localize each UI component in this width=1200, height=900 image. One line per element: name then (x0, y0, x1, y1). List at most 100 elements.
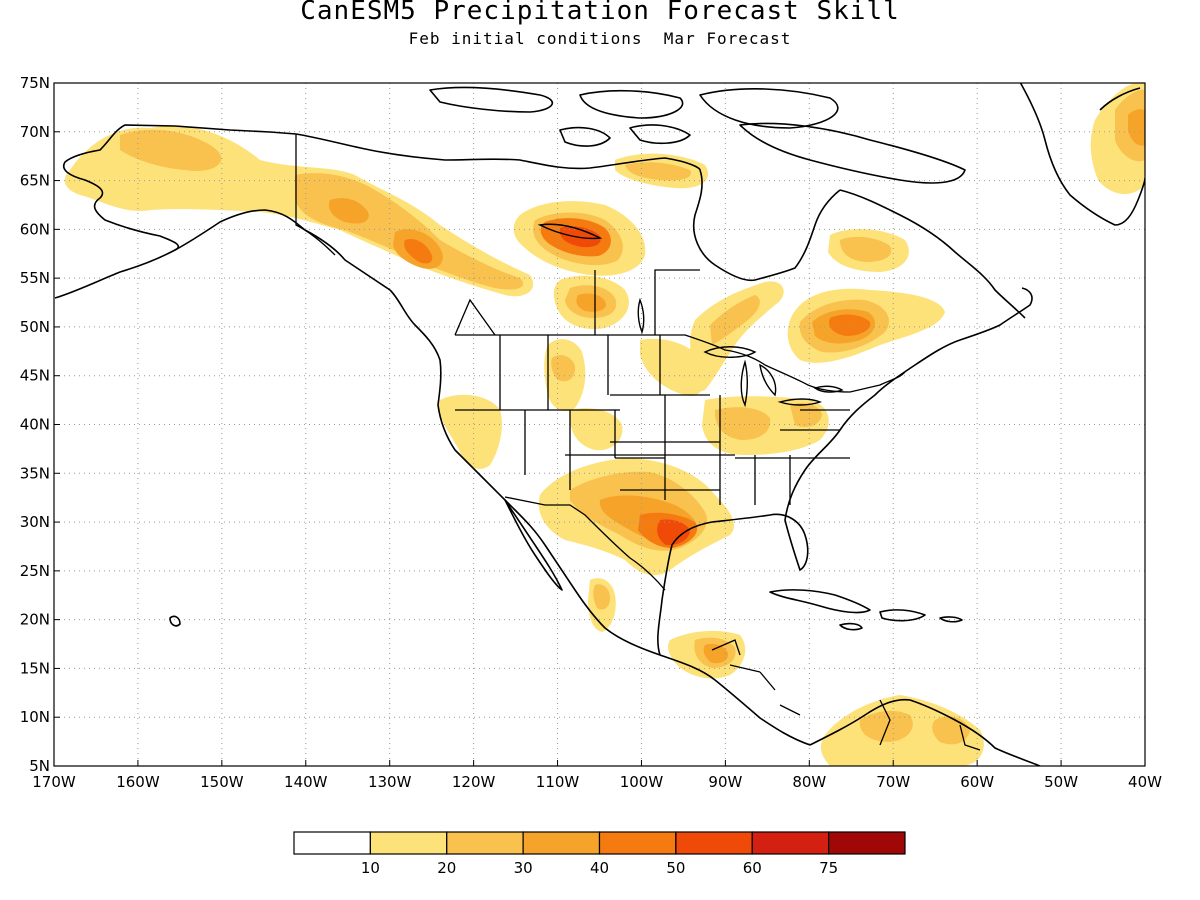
shade-alaska-orange (120, 129, 222, 171)
tick-label-lon-140W: 140W (284, 773, 328, 791)
shade-guatemala-dark (703, 644, 728, 664)
border-us-mexico (504, 496, 666, 591)
coast-baja (504, 499, 563, 591)
tick-label-lon-50W: 50W (1044, 773, 1078, 791)
tick-label-lat-10N: 10N (20, 708, 50, 726)
tick-label-lon-160W: 160W (116, 773, 160, 791)
political-borders (295, 134, 981, 751)
lake-ontario (813, 385, 844, 393)
lake-michigan (740, 359, 748, 408)
tick-label-lon-60W: 60W (960, 773, 994, 791)
colorbar-label-75: 75 (819, 859, 838, 877)
tick-label-lat-20N: 20N (20, 611, 50, 629)
tick-label-lat-55N: 55N (20, 269, 50, 287)
tick-label-lon-90W: 90W (708, 773, 742, 791)
coast-puerto-rico (939, 616, 963, 623)
tick-label-lat-5N: 5N (29, 757, 50, 775)
borders-us-states (455, 335, 850, 505)
tick-label-lat-60N: 60N (20, 220, 50, 238)
tick-label-lat-25N: 25N (20, 562, 50, 580)
coast-greenland (1019, 83, 1145, 226)
colorbar-label-30: 30 (514, 859, 533, 877)
shade-mexico-orange (593, 584, 610, 610)
colorbar-label-40: 40 (590, 859, 609, 877)
tick-label-lat-50N: 50N (20, 318, 50, 336)
lake-erie (777, 398, 823, 406)
lake-huron (759, 363, 777, 397)
skill-shading (64, 83, 1145, 766)
coast-iceland-edge (1099, 87, 1141, 111)
border-us-canada (455, 334, 906, 393)
great-lakes (537, 223, 844, 408)
colorbar-box-5 (675, 831, 753, 855)
coast-south-america (809, 698, 1041, 766)
tick-label-lat-70N: 70N (20, 123, 50, 141)
tick-label-lon-80W: 80W (792, 773, 826, 791)
shade-ontario-orange (710, 295, 760, 345)
shade-california-yellow (438, 394, 502, 469)
coast-alaska-west (54, 124, 297, 299)
shade-colorado-yellow (569, 408, 623, 451)
shade-venezuela-orange (859, 710, 913, 742)
tick-label-lat-65N: 65N (20, 172, 50, 190)
shade-texas-max (657, 519, 690, 546)
tick-label-lon-110W: 110W (536, 773, 580, 791)
shade-yukon-deep (328, 198, 369, 224)
shade-labrador-orange (840, 236, 892, 262)
coast-baffin (739, 122, 966, 184)
colorbar-label-60: 60 (743, 859, 762, 877)
coast-arctic-island-4 (559, 126, 611, 147)
tick-label-lat-75N: 75N (20, 74, 50, 92)
lake-great-slave (537, 223, 603, 240)
tick-label-lon-40W: 40W (1128, 773, 1162, 791)
borders-canada-provinces (454, 269, 700, 336)
map-title: CanESM5 Precipitation Forecast Skill (300, 0, 900, 26)
tick-label-lat-45N: 45N (20, 367, 50, 385)
coast-arctic-island-5 (629, 124, 691, 145)
axis-ticks: 170W 160W 150W 140W 130W 120W 110W 100W 90W 80W 70… (20, 74, 1162, 791)
tick-label-lon-150W: 150W (200, 773, 244, 791)
coast-arctic-island-3 (699, 88, 839, 129)
coast-hispaniola (879, 609, 926, 622)
shade-ohio-orange (714, 407, 771, 440)
coast-arctic-island-2 (579, 89, 684, 119)
tick-label-lat-35N: 35N (20, 464, 50, 482)
border-alaska-canada (295, 134, 336, 256)
colorbar-label-50: 50 (666, 859, 685, 877)
coast-labrador (839, 189, 1026, 319)
shade-ssask-dark (576, 293, 606, 312)
shade-greenland-dark (1128, 109, 1145, 146)
tick-label-lon-70W: 70W (876, 773, 910, 791)
coast-hudson-bay (693, 169, 841, 282)
coast-jamaica (839, 622, 863, 631)
colorbar-box-2 (446, 831, 524, 855)
tick-label-lat-40N: 40N (20, 416, 50, 434)
shade-quebec-core (829, 314, 871, 336)
colorbar-box-0 (293, 831, 371, 855)
colorbar-label-10: 10 (361, 859, 380, 877)
tick-label-lon-100W: 100W (620, 773, 664, 791)
colorbar-box-1 (369, 831, 448, 855)
shade-bc-core (404, 238, 433, 264)
coast-arctic-island-1 (429, 86, 554, 113)
tick-label-lon-170W: 170W (32, 773, 76, 791)
tick-label-lat-30N: 30N (20, 513, 50, 531)
shade-montana-orange (551, 355, 576, 382)
colorbar: 10 20 30 40 50 60 75 (293, 831, 906, 877)
shade-ontario-yellow (690, 281, 784, 391)
map-subtitle: Feb initial conditions Mar Forecast (408, 29, 792, 48)
colorbar-box-7 (828, 831, 906, 855)
lake-superior (703, 346, 757, 358)
coast-arctic (295, 133, 701, 171)
tick-label-lon-130W: 130W (368, 773, 412, 791)
borders-south-america (879, 699, 981, 751)
shade-nunavut-orange (625, 162, 691, 181)
coast-gulf-east (657, 287, 1033, 656)
coast-hawaii (169, 615, 181, 627)
tick-label-lat-15N: 15N (20, 659, 50, 677)
colorbar-label-20: 20 (437, 859, 456, 877)
colorbar-box-4 (598, 831, 677, 855)
shade-midwest-yellow (640, 338, 707, 396)
coast-cuba (769, 589, 871, 614)
